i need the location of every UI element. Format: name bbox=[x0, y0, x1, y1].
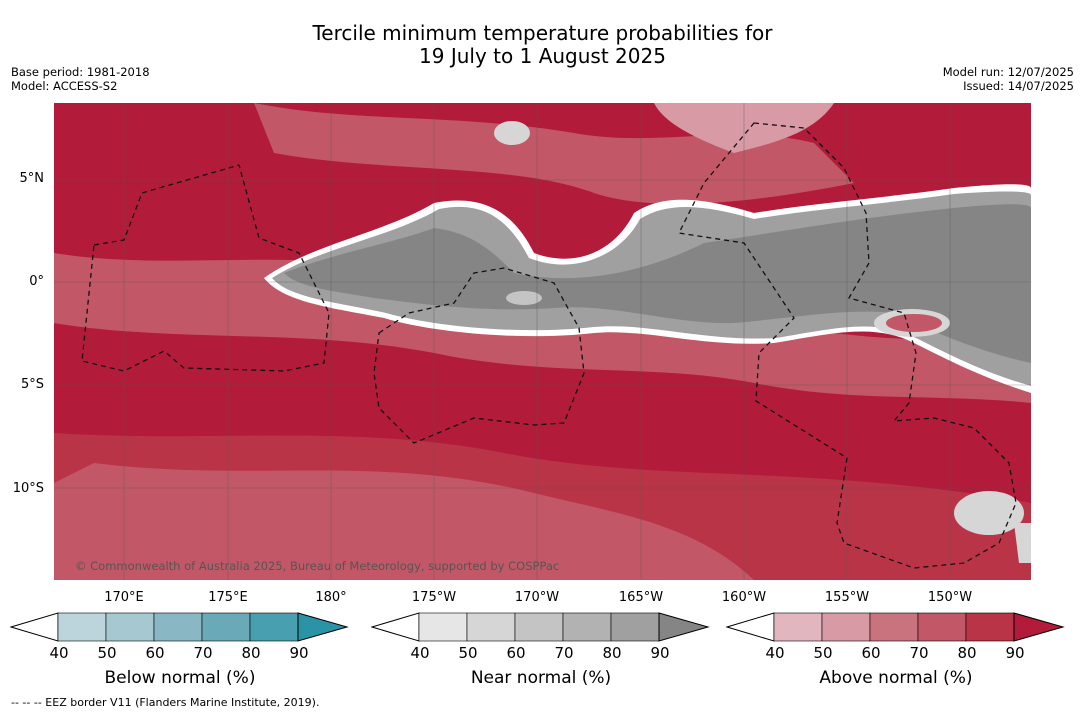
below-tick-60: 60 bbox=[145, 644, 165, 662]
above-extend-low bbox=[725, 612, 775, 642]
above-extend-high bbox=[1013, 612, 1065, 642]
colorbar-near-normal bbox=[370, 612, 711, 644]
near-tick-50: 50 bbox=[458, 644, 478, 662]
near-normal-60-patch bbox=[506, 291, 542, 305]
colorbar-above-normal-svg bbox=[725, 612, 1065, 642]
lon-label-165w: 165°W bbox=[618, 590, 664, 605]
near-tick-70: 70 bbox=[554, 644, 574, 662]
lat-label-5s: 5°S bbox=[20, 377, 44, 392]
below-tick-80: 80 bbox=[241, 644, 261, 662]
near-normal-label: Near normal (%) bbox=[470, 668, 612, 688]
below-tick-70: 70 bbox=[193, 644, 213, 662]
title-line-2: 19 July to 1 August 2025 bbox=[419, 44, 666, 68]
lon-label-180: 180° bbox=[315, 590, 347, 605]
gridlines bbox=[54, 103, 1031, 580]
above-tick-70: 70 bbox=[909, 644, 929, 662]
colorbar-below-normal-svg bbox=[9, 612, 349, 642]
above-normal-70-south bbox=[54, 463, 754, 580]
lon-label-170e: 170°E bbox=[104, 590, 144, 605]
map-canvas bbox=[54, 103, 1031, 580]
near-extend-low bbox=[370, 612, 420, 642]
lat-label-10s: 10°S bbox=[12, 481, 44, 496]
above-tick-50: 50 bbox=[813, 644, 833, 662]
above-tick-60: 60 bbox=[861, 644, 881, 662]
near-normal-north-patch bbox=[494, 121, 530, 145]
below-extend-high bbox=[297, 612, 349, 642]
below-tick-90: 90 bbox=[289, 644, 309, 662]
lon-label-160w: 160°W bbox=[721, 590, 767, 605]
title-line-1: Tercile minimum temperature probabilitie… bbox=[312, 21, 773, 45]
above-normal-70-north bbox=[254, 103, 854, 204]
lon-label-175w: 175°W bbox=[411, 590, 457, 605]
above-tick-80: 80 bbox=[957, 644, 977, 662]
lon-label-170w: 170°W bbox=[514, 590, 560, 605]
below-extend-low bbox=[9, 612, 59, 642]
above-tick-90: 90 bbox=[1005, 644, 1025, 662]
meta-left: Base period: 1981-2018 Model: ACCESS-S2 bbox=[11, 65, 150, 93]
lon-label-175e: 175°E bbox=[208, 590, 248, 605]
issued-date: Issued: 14/07/2025 bbox=[963, 79, 1074, 93]
near-normal-90-field bbox=[284, 204, 1031, 363]
above-normal-label: Above normal (%) bbox=[819, 668, 973, 688]
base-period: Base period: 1981-2018 bbox=[11, 65, 150, 79]
below-tick-50: 50 bbox=[97, 644, 117, 662]
near-normal-edge-patch bbox=[1014, 523, 1031, 563]
lat-label-5n: 5°N bbox=[19, 171, 45, 186]
chart-title: Tercile minimum temperature probabilitie… bbox=[0, 22, 1085, 68]
near-tick-90: 90 bbox=[650, 644, 670, 662]
eez-legend-note: -- -- -- EEZ border V11 (Flanders Marine… bbox=[11, 696, 320, 709]
colorbar-near-normal-svg bbox=[370, 612, 710, 642]
above-tick-40: 40 bbox=[765, 644, 785, 662]
lon-label-155w: 155°W bbox=[824, 590, 870, 605]
model-run: Model run: 12/07/2025 bbox=[942, 65, 1074, 79]
model-name: Model: ACCESS-S2 bbox=[11, 79, 118, 93]
below-tick-40: 40 bbox=[49, 644, 69, 662]
below-normal-label: Below normal (%) bbox=[104, 668, 256, 688]
near-extend-high bbox=[658, 612, 710, 642]
copyright-notice: © Commonwealth of Australia 2025, Bureau… bbox=[75, 559, 560, 573]
colorbar-below-normal bbox=[9, 612, 350, 644]
eez-borders bbox=[81, 122, 1017, 569]
near-tick-40: 40 bbox=[410, 644, 430, 662]
probability-map bbox=[54, 103, 1031, 580]
near-tick-80: 80 bbox=[602, 644, 622, 662]
lat-label-0: 0° bbox=[29, 274, 44, 289]
near-normal-south-patch bbox=[954, 491, 1024, 535]
meta-right: Model run: 12/07/2025 Issued: 14/07/2025 bbox=[943, 65, 1074, 93]
colorbar-above-normal bbox=[725, 612, 1066, 644]
lon-label-150w: 150°W bbox=[927, 590, 973, 605]
above-normal-pocket bbox=[886, 314, 942, 332]
near-tick-60: 60 bbox=[506, 644, 526, 662]
